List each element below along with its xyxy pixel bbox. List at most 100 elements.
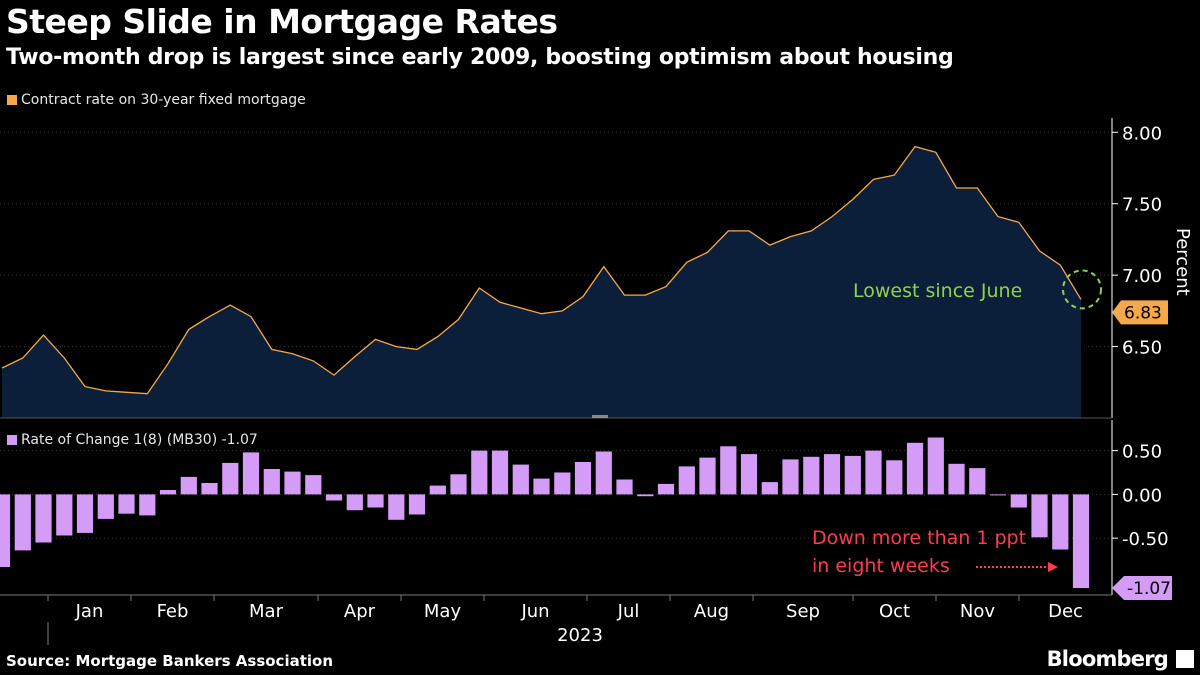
roc-bar <box>512 464 529 495</box>
roc-bar <box>886 460 903 495</box>
rate-last-value: 6.83 <box>1124 303 1162 323</box>
roc-bar <box>14 494 31 551</box>
rate-legend: Contract rate on 30-year fixed mortgage <box>7 92 306 108</box>
rate-axis-tick-label: 7.00 <box>1122 266 1162 287</box>
rate-area <box>2 146 1081 418</box>
roc-bar <box>657 483 675 495</box>
roc-bar <box>491 450 509 495</box>
roc-bar <box>0 494 11 567</box>
roc-bar <box>720 446 737 495</box>
roc-bar <box>865 450 882 495</box>
roc-bar <box>740 454 758 495</box>
roc-bar <box>844 455 861 495</box>
roc-bar <box>367 494 384 508</box>
roc-bar <box>159 490 177 495</box>
roc-bar <box>616 479 633 495</box>
roc-annotation-arrowhead <box>1048 562 1058 572</box>
roc-last-value: -1.07 <box>1127 579 1171 599</box>
x-axis-month-ticks: Jan Feb Mar Apr May Jun Jul Aug Sep Oct Nov Dec <box>47 595 1083 622</box>
month-label: May <box>424 601 462 622</box>
roc-bar <box>118 494 135 514</box>
roc-annotation-line2: in eight weeks <box>812 555 950 577</box>
roc-bar <box>139 494 156 516</box>
rate-axis-ticks: 6.50 7.00 7.50 8.00 <box>1112 123 1162 359</box>
lowest-since-june-circle <box>1062 269 1102 310</box>
rate-legend-label: Contract rate on 30-year fixed mortgage <box>21 92 306 108</box>
roc-bar <box>906 442 924 495</box>
rate-line <box>1 145 1082 395</box>
month-label: Jul <box>617 601 640 622</box>
roc-axis-ticks: 0.50 0.00 -0.50 <box>1112 442 1169 550</box>
roc-bar <box>388 494 405 520</box>
rate-axis-tick-label: 6.50 <box>1122 338 1162 359</box>
panel-resize-handle <box>592 415 608 418</box>
rate-axis-label: Percent <box>1172 228 1193 296</box>
month-label: Mar <box>249 601 284 622</box>
roc-bar <box>1010 494 1027 508</box>
roc-bar <box>242 452 260 495</box>
roc-bar <box>595 451 612 495</box>
roc-bar <box>56 494 73 536</box>
roc-bar <box>180 476 197 495</box>
roc-legend-swatch <box>7 435 17 445</box>
month-label: Apr <box>344 601 376 622</box>
rate-axis-tick-label: 8.00 <box>1122 123 1162 144</box>
roc-bar <box>554 472 571 495</box>
roc-bar <box>346 494 363 511</box>
roc-bar <box>263 469 280 495</box>
month-label: Dec <box>1048 601 1083 622</box>
roc-bar <box>76 494 94 533</box>
roc-bar <box>969 468 986 495</box>
roc-bar <box>284 471 301 495</box>
rate-axis-tick-label: 7.50 <box>1122 195 1162 216</box>
roc-bar <box>761 482 778 495</box>
bloomberg-logo-icon <box>1176 650 1194 668</box>
roc-bar <box>948 463 965 495</box>
roc-bar <box>97 494 114 519</box>
roc-bar <box>989 494 1007 496</box>
roc-bar <box>637 494 654 497</box>
month-label: Feb <box>157 601 189 622</box>
roc-bar <box>471 450 488 495</box>
roc-bar <box>1052 494 1069 550</box>
roc-last-value-tag: -1.07 <box>1112 576 1172 600</box>
source-note: Source: Mortgage Bankers Association <box>6 652 334 670</box>
roc-bar <box>533 478 550 495</box>
roc-bar <box>823 454 841 495</box>
bloomberg-logo: Bloomberg <box>1046 647 1169 671</box>
month-label: Nov <box>960 601 995 622</box>
chart-subtitle: Two-month drop is largest since early 20… <box>6 45 954 70</box>
month-label: Sep <box>786 601 820 622</box>
roc-bar <box>429 485 446 495</box>
roc-bar <box>927 437 944 495</box>
month-label: Oct <box>879 601 910 622</box>
roc-annotation-line1: Down more than 1 ppt <box>812 527 1026 549</box>
roc-bar <box>1031 494 1048 538</box>
roc-bar <box>35 494 52 543</box>
rate-last-value-tag: 6.83 <box>1112 300 1168 325</box>
roc-bar <box>450 474 467 495</box>
roc-bar <box>678 466 695 495</box>
roc-bar <box>201 483 218 495</box>
rate-legend-swatch <box>7 95 17 105</box>
lowest-since-june-annotation: Lowest since June <box>853 280 1022 302</box>
month-label: Jun <box>520 601 549 622</box>
roc-bar <box>699 457 716 495</box>
roc-bar <box>782 459 799 495</box>
roc-bar <box>305 475 322 495</box>
roc-legend: Rate of Change 1(8) (MB30) -1.07 <box>7 430 262 450</box>
roc-bar <box>408 494 426 515</box>
roc-axis-tick-label: 0.00 <box>1122 485 1162 506</box>
roc-bar <box>803 456 820 495</box>
month-label: Aug <box>694 601 729 622</box>
roc-axis-tick-label: -0.50 <box>1122 529 1169 550</box>
roc-legend-label: Rate of Change 1(8) (MB30) -1.07 <box>21 432 258 448</box>
roc-axis-tick-label: 0.50 <box>1122 442 1162 463</box>
month-label: Jan <box>75 601 104 622</box>
roc-bar <box>222 462 239 495</box>
roc-bar <box>574 462 592 495</box>
roc-bar <box>1072 494 1090 588</box>
x-axis-year: 2023 <box>557 625 603 646</box>
roc-bar <box>325 494 343 501</box>
